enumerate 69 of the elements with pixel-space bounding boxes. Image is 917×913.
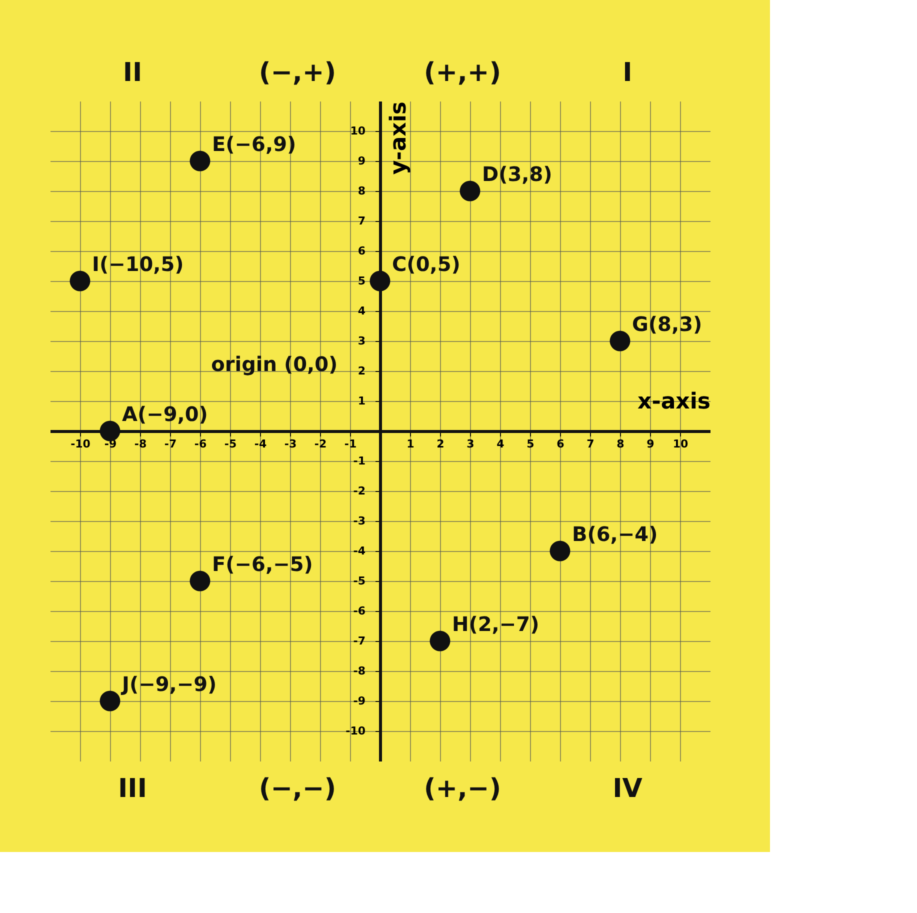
point (100, 690, 120, 712)
text: III (118, 774, 148, 804)
y-tick-label: 3 (358, 334, 366, 348)
text: IV (612, 774, 642, 804)
x-axis-title: x-axis (638, 390, 710, 414)
annotation: A(−9,0) (122, 402, 208, 426)
y-tick-label: -6 (353, 604, 366, 618)
x-tick-label: 9 (646, 438, 654, 450)
y-tick-label: -10 (346, 724, 366, 738)
x-tick-label: -5 (224, 438, 237, 450)
point (610, 330, 630, 352)
y-tick-label: -8 (353, 664, 366, 678)
x-tick-label: -6 (194, 438, 207, 450)
annotation: C(0,5) (392, 252, 460, 276)
annotation: I(−10,5) (92, 252, 184, 276)
y-tick-label: -4 (353, 544, 366, 558)
x-tick-label: 8 (616, 438, 624, 450)
y-tick-label: -5 (353, 574, 366, 588)
annotation: H(2,−7) (452, 612, 540, 636)
point (370, 270, 390, 292)
y-tick-label: 5 (358, 274, 366, 288)
y-tick-label: -9 (353, 694, 366, 708)
text: I (622, 58, 632, 88)
x-tick-label: 7 (586, 438, 594, 450)
text: (+,+) (424, 58, 502, 88)
x-tick-label: 3 (466, 438, 474, 450)
y-tick-label: 2 (358, 364, 366, 378)
x-tick-label: -7 (164, 438, 177, 450)
y-tick-label: -2 (353, 484, 366, 498)
y-tick-label: -3 (353, 514, 366, 528)
x-tick-label: -8 (134, 438, 147, 450)
y-tick-label: -1 (353, 454, 366, 468)
x-tick-label: 2 (436, 438, 444, 450)
x-tick-label: 10 (672, 438, 688, 450)
text: (−,−) (258, 774, 336, 804)
text: (+,−) (424, 774, 502, 804)
y-tick-label: 9 (358, 154, 366, 168)
annotation: B(6,−4) (572, 522, 658, 546)
x-tick-label: -10 (70, 438, 91, 450)
y-tick-label: -7 (353, 634, 366, 648)
y-tick-label: 6 (358, 244, 366, 258)
point (550, 540, 570, 562)
annotation: origin (0,0) (211, 352, 338, 376)
x-tick-label: -4 (254, 438, 267, 450)
y-tick-label: 4 (358, 304, 366, 318)
annotation: E(−6,9) (212, 132, 296, 156)
x-tick-label: 1 (406, 438, 414, 450)
point (430, 630, 450, 652)
x-tick-label: 5 (526, 438, 534, 450)
x-tick-label: -2 (314, 438, 327, 450)
text: II (122, 58, 142, 88)
annotation: G(8,3) (632, 312, 702, 336)
y-axis-title: y-axis (386, 102, 412, 175)
point (190, 150, 210, 172)
x-tick-label: 4 (496, 438, 505, 450)
y-tick-label: 7 (358, 214, 366, 228)
point (460, 180, 480, 202)
x-tick-label: -3 (284, 438, 297, 450)
y-tick-label: 8 (358, 184, 366, 198)
point (70, 270, 90, 292)
y-tick-label: 10 (350, 124, 366, 138)
annotation: D(3,8) (482, 162, 552, 186)
x-tick-label: 6 (556, 438, 565, 450)
point (100, 420, 120, 442)
text: (−,+) (258, 58, 336, 88)
annotation: F(−6,−5) (212, 552, 313, 576)
point (190, 570, 210, 592)
y-tick-label: 1 (358, 394, 366, 408)
annotation: J(−9,−9) (120, 672, 217, 696)
